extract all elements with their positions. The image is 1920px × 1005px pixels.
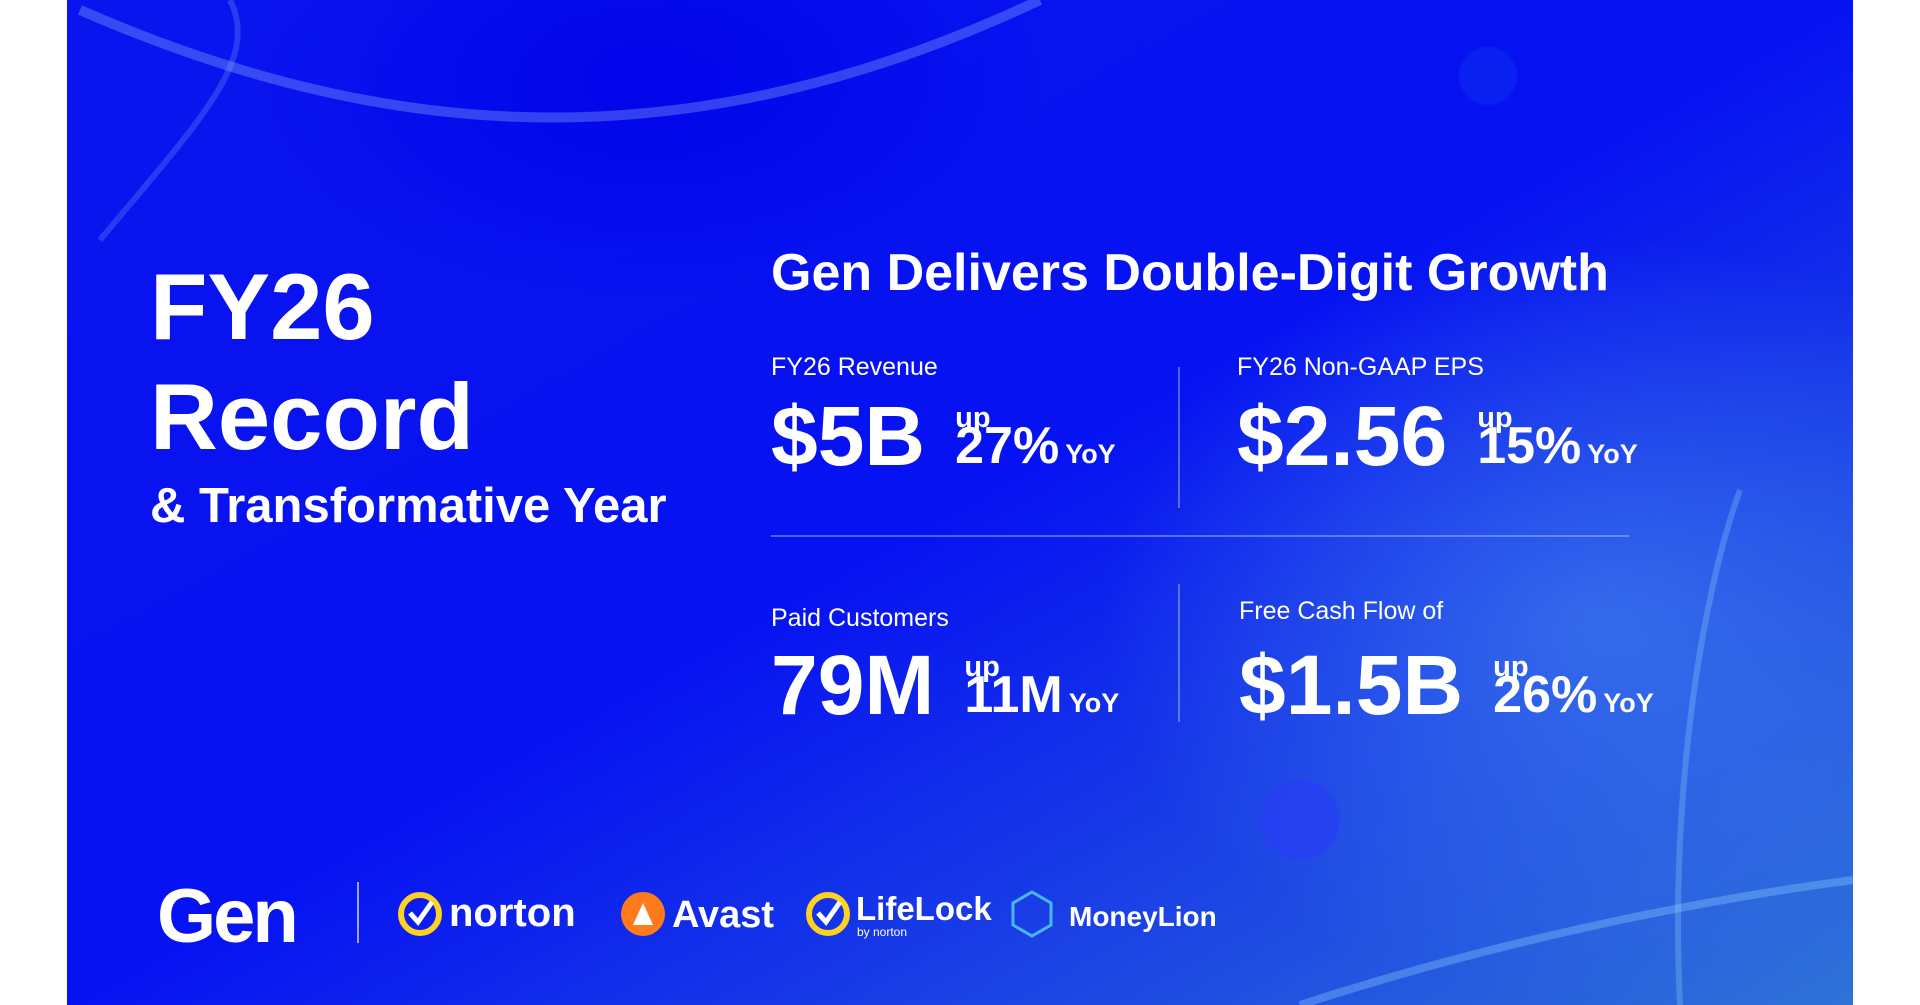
metric-value: $1.5B	[1239, 638, 1463, 732]
headline: FY26	[150, 254, 375, 359]
subheadline: & Transformative Year	[150, 479, 667, 533]
metric-value: $5B	[771, 389, 925, 483]
brand-moneylion: MoneyLion	[1069, 901, 1217, 932]
orb	[1260, 780, 1340, 860]
metric-change: 15%	[1477, 417, 1581, 475]
light-streak	[1298, 876, 1854, 1005]
side-margin	[0, 0, 67, 1005]
metric-up: up	[1493, 651, 1528, 683]
lifelock-icon	[806, 892, 850, 936]
metric-change: 26%	[1493, 666, 1597, 724]
light-streak	[1675, 488, 1743, 1005]
metric-period: YoY	[1065, 439, 1116, 469]
norton-icon	[398, 892, 442, 936]
light-streak	[77, 0, 1043, 123]
metric-label: FY26 Non-GAAP EPS	[1237, 353, 1484, 381]
brand-avast: Avast	[672, 894, 774, 936]
panel-title: Gen Delivers Double-Digit Growth	[771, 244, 1609, 302]
headline: Record	[150, 364, 474, 469]
metric-period: YoY	[1603, 688, 1654, 718]
norton-check	[408, 900, 435, 927]
lifelock-check	[816, 900, 843, 927]
orb	[1459, 47, 1517, 105]
metric-change: 11M	[964, 666, 1062, 724]
avast-mark	[633, 903, 653, 925]
metric-period: YoY	[1069, 688, 1120, 718]
metric-label: Paid Customers	[771, 604, 949, 632]
metric-period: YoY	[1587, 439, 1638, 469]
metric-label: FY26 Revenue	[771, 353, 938, 381]
brand-bar: Gen norton Avast LifeLock by norton Mone…	[157, 874, 1217, 959]
brand-gen: Gen	[157, 874, 296, 959]
glow	[250, 0, 1050, 300]
brand-lifelock: LifeLock	[856, 890, 992, 927]
metric-value: $2.56	[1237, 389, 1447, 483]
metric-change: 27%	[955, 417, 1059, 475]
metric-up: up	[964, 651, 999, 683]
metric-up: up	[1477, 402, 1512, 434]
side-margin	[1853, 0, 1920, 1005]
brand-norton: norton	[449, 891, 576, 935]
metric-value: 79M	[771, 638, 934, 732]
light-streak	[97, 0, 241, 242]
metric-up: up	[955, 402, 990, 434]
metric-label: Free Cash Flow of	[1239, 597, 1443, 625]
brand-lifelock-sub: by norton	[857, 925, 907, 939]
moneylion-icon	[1011, 890, 1053, 938]
